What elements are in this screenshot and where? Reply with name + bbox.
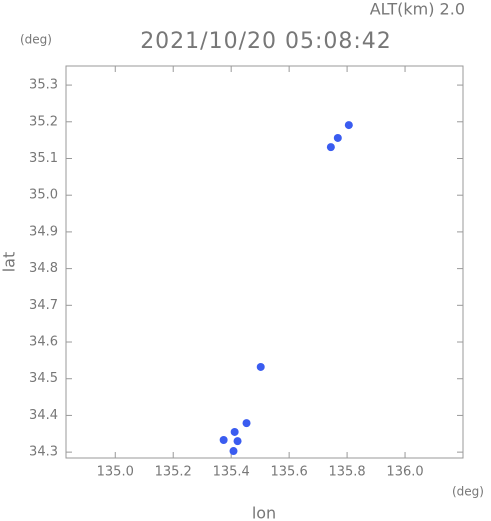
x-tick-label: 135.2 xyxy=(155,465,192,480)
y-tick-label: 34.8 xyxy=(29,261,58,276)
y-tick-label: 34.6 xyxy=(29,335,58,350)
x-tick-label: 136.0 xyxy=(386,465,423,480)
y-tick-label: 34.7 xyxy=(29,298,58,313)
y-tick-label: 34.4 xyxy=(29,408,58,423)
x-axis-label: lon xyxy=(252,504,276,521)
y-tick-label: 35.0 xyxy=(29,188,58,203)
y-tick-label: 35.1 xyxy=(29,151,58,166)
x-tick-label: 135.4 xyxy=(213,465,250,480)
echo-point xyxy=(219,436,228,445)
y-tick-label: 34.9 xyxy=(29,224,58,239)
subtitle: ALT(km) 2.0 xyxy=(370,0,465,19)
x-unit: (deg) xyxy=(452,485,484,499)
y-unit: (deg) xyxy=(20,33,52,47)
echo-point xyxy=(229,447,238,456)
echo-point xyxy=(233,437,242,446)
echo-point xyxy=(256,362,265,371)
echo-point xyxy=(242,419,251,428)
x-tick-label: 135.0 xyxy=(97,465,134,480)
echo-point xyxy=(333,133,342,142)
y-tick-label: 34.5 xyxy=(29,371,58,386)
y-tick-label: 35.2 xyxy=(29,114,58,129)
echo-point xyxy=(230,427,239,436)
y-axis-label: lat xyxy=(0,252,19,273)
x-tick-label: 135.8 xyxy=(328,465,365,480)
plot-frame xyxy=(65,65,464,459)
y-tick-label: 34.3 xyxy=(29,445,58,460)
x-tick-label: 135.6 xyxy=(271,465,308,480)
echo-point xyxy=(326,143,335,152)
echo-point xyxy=(344,121,353,130)
y-tick-label: 35.3 xyxy=(29,78,58,93)
chart-title: 2021/10/20 05:08:42 xyxy=(140,29,392,54)
